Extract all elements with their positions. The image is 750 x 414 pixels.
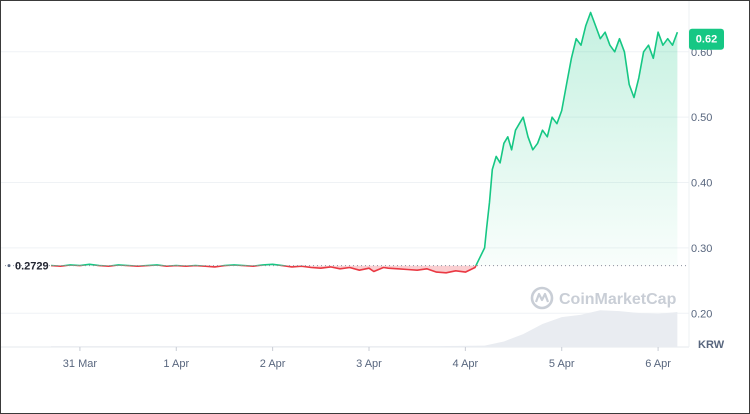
y-tick-label: 0.20 [691,308,712,320]
price-line-up [50,11,679,266]
current-price-text: 0.62 [696,34,717,46]
current-price-badge: 0.62 [689,28,724,50]
x-tick-label: 6 Apr [645,358,671,370]
x-axis-ticks: 31 Mar 1 Apr 2 Apr 3 Apr 4 Apr 5 Apr 6 Apr [63,347,671,370]
y-tick-label: 0.50 [691,112,712,124]
volume-area [51,310,678,347]
volume-area-shape [51,310,678,347]
reference-line [5,264,689,268]
reference-dot [7,264,11,268]
x-tick-label: 4 Apr [453,358,479,370]
up-area-fill [51,12,678,266]
x-tick-label: 2 Apr [260,358,286,370]
current-price-badge-bg [689,28,724,50]
coinmarketcap-watermark: CoinMarketCap [530,286,677,310]
down-area-fill [51,265,476,273]
y-tick-label: 0.40 [691,178,712,190]
x-tick-label: 5 Apr [549,358,575,370]
reference-price-text: 0.2729 [15,261,49,273]
x-tick-label: 31 Mar [63,358,98,370]
x-tick-label: 3 Apr [356,358,382,370]
x-tick-label: 1 Apr [163,358,189,370]
coinmarketcap-logo-icon [530,286,554,310]
reference-price-label: 0.2729 [15,261,49,273]
y-tick-label: 0.60 [691,47,712,59]
watermark-text: CoinMarketCap [559,291,677,308]
price-fills [51,12,678,273]
y-tick-label: 0.30 [691,243,712,255]
currency-unit-label: KRW [698,339,725,351]
y-axis-ticks: 0.20 0.30 0.40 0.50 0.60 [691,47,712,321]
